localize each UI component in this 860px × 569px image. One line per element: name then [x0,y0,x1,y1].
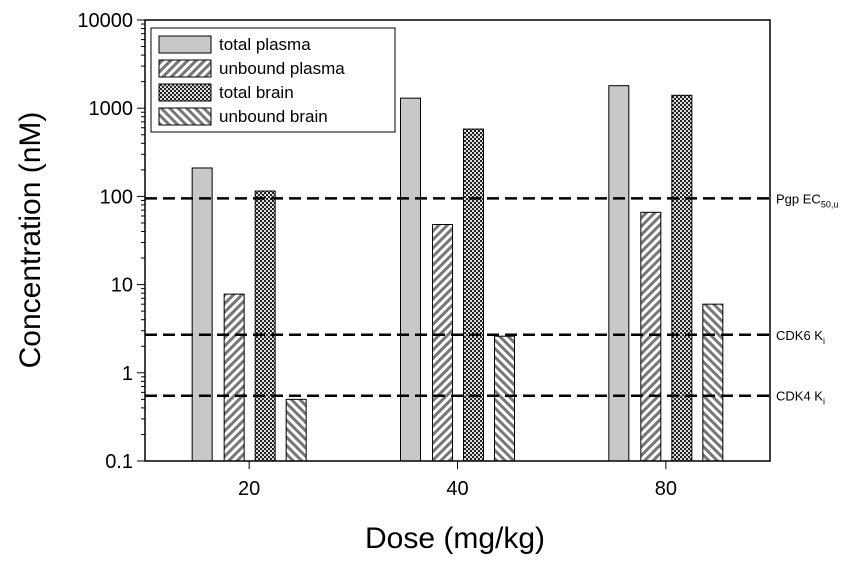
bar [223,293,245,462]
y-tick-label: 100 [100,186,133,208]
reference-label-text: CDK6 K [776,328,823,343]
reference-label-text: Pgp EC [776,191,821,206]
reference-label-sub: i [823,397,825,407]
x-axis-title: Dose (mg/kg) [365,522,545,555]
bar [640,211,662,462]
y-tick-label: 0.1 [105,451,133,473]
legend-swatch [158,107,212,126]
reference-label: CDK4 Ki [776,389,825,407]
bar [608,85,630,462]
legend-swatch [158,35,212,54]
reference-label-text: CDK4 K [776,389,823,404]
legend-label: unbound brain [219,107,328,126]
plot-frame [144,19,771,462]
bar [432,224,453,462]
bar [702,303,724,462]
x-tick-label: 80 [655,478,677,500]
legend-swatch [158,59,212,78]
bar [494,335,515,462]
bar [400,97,421,462]
bar [285,398,307,462]
reference-label-sub: i [823,336,825,346]
x-tick-label: 20 [238,478,260,500]
reference-label: CDK6 Ki [776,328,825,346]
y-tick-label: 10000 [77,10,133,32]
y-axis-title: Concentration (nM) [14,112,47,369]
legend-swatch [158,83,212,102]
x-tick-label: 40 [446,478,468,500]
y-tick-label: 1 [122,363,133,385]
reference-label: Pgp EC50,u [776,191,838,209]
legend-label: unbound plasma [219,59,345,78]
bar [463,128,484,462]
bar [254,190,276,462]
legend-label: total brain [219,83,294,102]
y-tick-label: 1000 [89,98,134,120]
bar [671,94,693,462]
reference-label-sub: 50,u [821,199,839,209]
y-tick-label: 10 [111,275,133,297]
bar [191,167,213,462]
legend-label: total plasma [219,35,311,54]
